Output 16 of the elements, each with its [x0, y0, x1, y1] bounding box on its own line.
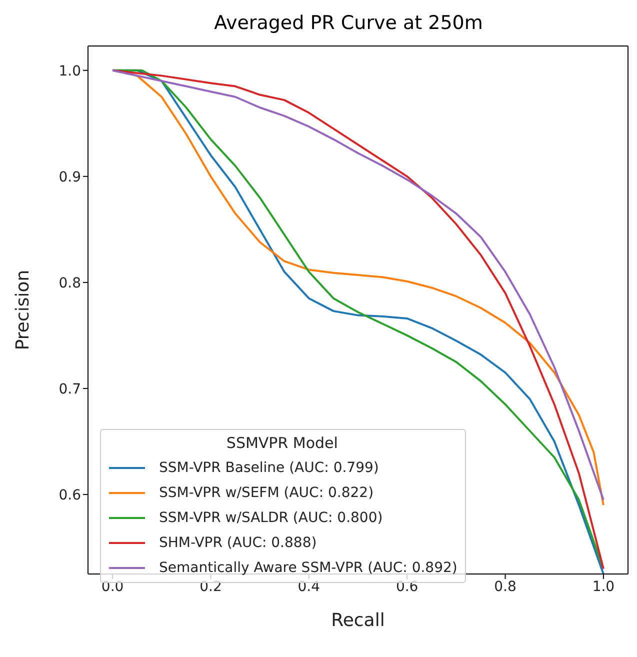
legend-label: SSM-VPR w/SEFM (AUC: 0.822): [159, 484, 374, 500]
legend-title: SSMVPR Model: [225, 434, 339, 452]
legend-label: SSM-VPR Baseline (AUC: 0.799): [159, 460, 379, 476]
x-axis-title: Recall: [331, 610, 385, 631]
legend-label: Semantically Aware SSM-VPR (AUC: 0.892): [159, 560, 458, 576]
legend-label: SHM-VPR (AUC: 0.888): [159, 534, 317, 550]
y-tick-label: 0.9: [58, 169, 81, 186]
y-tick-label: 0.7: [58, 381, 81, 398]
y-tick-label: 0.6: [58, 487, 82, 504]
chart-title: Averaged PR Curve at 250m: [213, 11, 484, 36]
legend-label: SSM-VPR w/SALDR (AUC: 0.800): [159, 510, 383, 526]
y-tick-label: 0.8: [58, 275, 81, 292]
y-axis-title: Precision: [12, 270, 34, 350]
x-tick-label: 0.8: [494, 578, 516, 595]
x-tick-label: 1.0: [592, 578, 615, 595]
y-tick-label: 1.0: [58, 63, 81, 80]
